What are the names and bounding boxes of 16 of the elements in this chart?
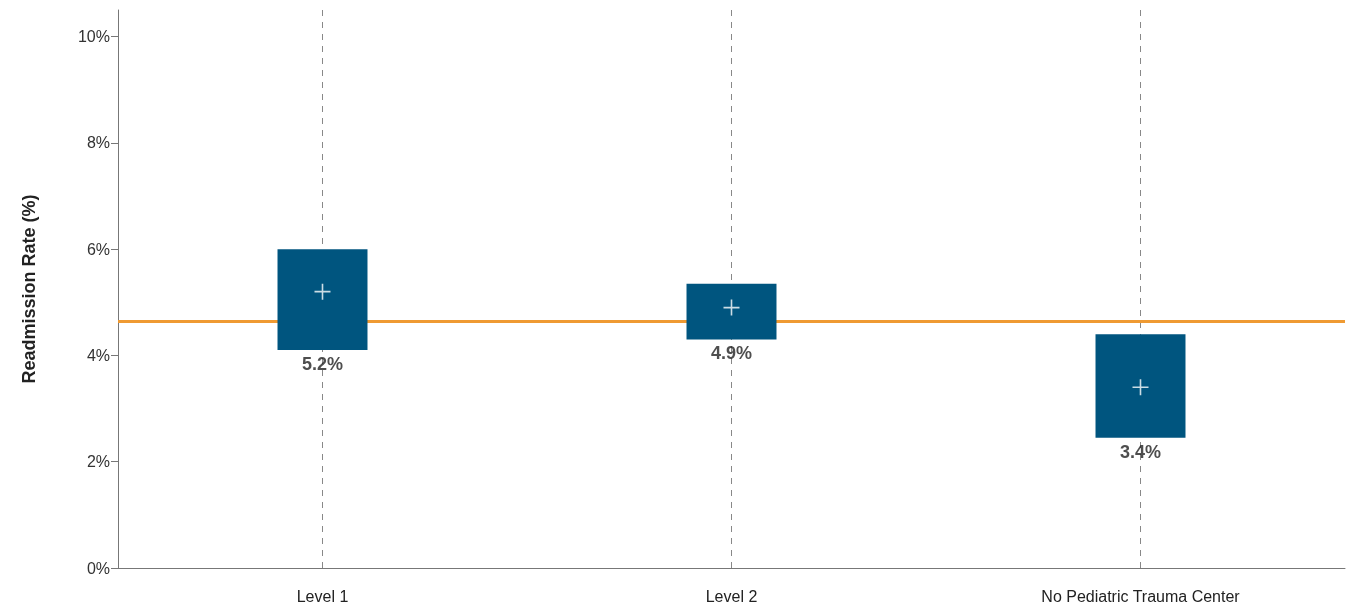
data-label: 4.9% [710, 343, 753, 364]
bar [1095, 334, 1186, 438]
y-tick-label: 10% [77, 28, 110, 46]
data-label: 3.4% [1119, 441, 1162, 462]
y-tick-label: 6% [86, 240, 110, 258]
x-tick-label: Level 1 [296, 587, 349, 605]
bar [686, 283, 777, 340]
x-tick-label: Level 2 [705, 587, 758, 605]
y-tick-label: 0% [86, 559, 110, 577]
bar [277, 249, 368, 351]
y-tick-label: 2% [86, 453, 110, 471]
y-tick-label: 8% [86, 134, 110, 152]
data-label: 5.2% [301, 354, 344, 375]
x-tick-label: No Pediatric Trauma Center [1041, 587, 1241, 605]
y-axis-title: Readmission Rate (%) [19, 194, 39, 384]
y-tick-label: 4% [86, 346, 110, 364]
